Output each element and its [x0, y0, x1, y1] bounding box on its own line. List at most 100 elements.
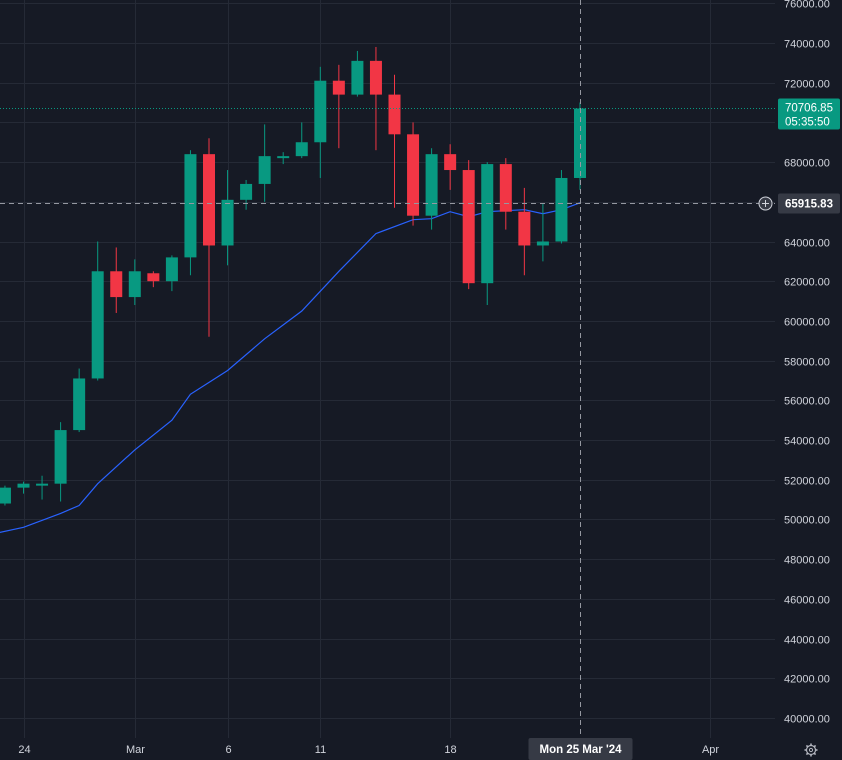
x-tick-label: Apr: [702, 744, 719, 756]
candle-body: [91, 271, 104, 379]
x-tick-label: 11: [315, 744, 326, 756]
candle[interactable]: [240, 179, 253, 210]
y-tick-label: 58000.00: [784, 357, 830, 369]
candle[interactable]: [518, 187, 531, 276]
candle-body: [0, 487, 11, 504]
y-tick-label: 74000.00: [784, 39, 830, 51]
x-tick-label: 18: [444, 744, 456, 756]
y-tick-label: 54000.00: [784, 436, 830, 448]
axis-layer[interactable]: 40000.00 42000.00 44000.00 46000.00 48000.00…: [18, 0, 840, 760]
candle-body: [481, 164, 494, 284]
candle[interactable]: [91, 241, 104, 381]
y-tick-label: 40000.00: [784, 714, 830, 726]
y-tick-label: 42000.00: [784, 674, 830, 686]
gear-ring: [805, 744, 817, 756]
candle-body: [462, 170, 475, 284]
candle-body: [574, 108, 586, 178]
candle-body: [221, 199, 234, 246]
candle-body: [258, 156, 271, 184]
candle[interactable]: [258, 124, 271, 202]
candle-body: [295, 142, 308, 157]
y-tick-label: 72000.00: [784, 79, 830, 91]
candle[interactable]: [184, 150, 197, 276]
candle[interactable]: [425, 148, 438, 230]
crosshair-date-label: Mon 25 Mar '24: [540, 744, 623, 756]
candle[interactable]: [73, 368, 86, 433]
candle[interactable]: [165, 255, 178, 292]
crosshair-price-label: 65915.83: [785, 199, 833, 211]
y-tick-label: 56000.00: [784, 396, 830, 408]
y-tick-label: 64000.00: [784, 238, 830, 250]
candle[interactable]: [499, 158, 512, 230]
crosshair-plus-icon[interactable]: [758, 196, 773, 211]
candle[interactable]: [277, 152, 290, 165]
candle-body: [184, 154, 197, 258]
y-tick-label: 48000.00: [784, 555, 830, 567]
crosshair-date-badge: [528, 738, 633, 760]
candle-body: [388, 94, 401, 135]
candle[interactable]: [17, 481, 30, 494]
candle-body: [499, 164, 512, 212]
candle-body: [536, 241, 549, 246]
y-tick-label: 46000.00: [784, 595, 830, 607]
candle[interactable]: [444, 144, 457, 190]
candle[interactable]: [0, 485, 11, 506]
x-tick-label: 24: [18, 744, 30, 756]
candle-body: [17, 483, 30, 488]
candle-body: [314, 80, 327, 143]
candle[interactable]: [203, 138, 215, 337]
candle-body: [54, 430, 67, 484]
x-tick-label: Mar: [126, 744, 145, 756]
y-tick-label: 62000.00: [784, 277, 830, 289]
candle-body: [518, 211, 531, 246]
last-price-badge: [778, 98, 840, 130]
y-tick-label: 60000.00: [784, 317, 830, 329]
candle[interactable]: [369, 46, 382, 151]
candle[interactable]: [295, 122, 308, 159]
y-tick-label: 76000.00: [784, 0, 830, 11]
y-tick-label: 68000.00: [784, 158, 830, 170]
last-price-label: 70706.85: [785, 103, 833, 115]
candle[interactable]: [54, 422, 67, 502]
candle-body: [73, 378, 86, 431]
candle[interactable]: [388, 74, 401, 208]
y-tick-label: 44000.00: [784, 635, 830, 647]
candle-body: [277, 156, 290, 159]
candle-body: [444, 154, 457, 171]
candle[interactable]: [536, 203, 549, 262]
candle-body: [555, 177, 568, 242]
candle[interactable]: [221, 170, 234, 266]
candles-layer[interactable]: [0, 46, 586, 508]
candle-body: [110, 271, 123, 298]
candle[interactable]: [462, 160, 475, 290]
candle-body: [407, 134, 420, 216]
candle-body: [425, 154, 438, 216]
overlay-layer: [0, 0, 775, 738]
crosshair-price-badge: [778, 193, 840, 214]
candle[interactable]: [128, 259, 141, 306]
candle[interactable]: [314, 66, 327, 178]
countdown-label: 05:35:50: [785, 117, 830, 129]
candle-body: [332, 80, 345, 95]
candle[interactable]: [481, 162, 494, 306]
chart-settings-icon[interactable]: [804, 743, 818, 757]
y-tick-label: 52000.00: [784, 476, 830, 488]
candle-body: [36, 483, 49, 486]
x-tick-label: 6: [225, 744, 231, 756]
candle-body: [203, 154, 215, 246]
candle-body: [369, 60, 382, 95]
candle[interactable]: [407, 122, 420, 226]
candle[interactable]: [110, 247, 123, 313]
candle-body: [147, 273, 160, 282]
candle[interactable]: [147, 271, 160, 288]
candle[interactable]: [332, 64, 345, 149]
candle-body: [240, 183, 253, 200]
y-tick-label: 50000.00: [784, 515, 830, 527]
candle-body: [128, 271, 141, 298]
candle[interactable]: [555, 170, 568, 244]
candle[interactable]: [36, 475, 49, 500]
candle[interactable]: [351, 50, 364, 97]
